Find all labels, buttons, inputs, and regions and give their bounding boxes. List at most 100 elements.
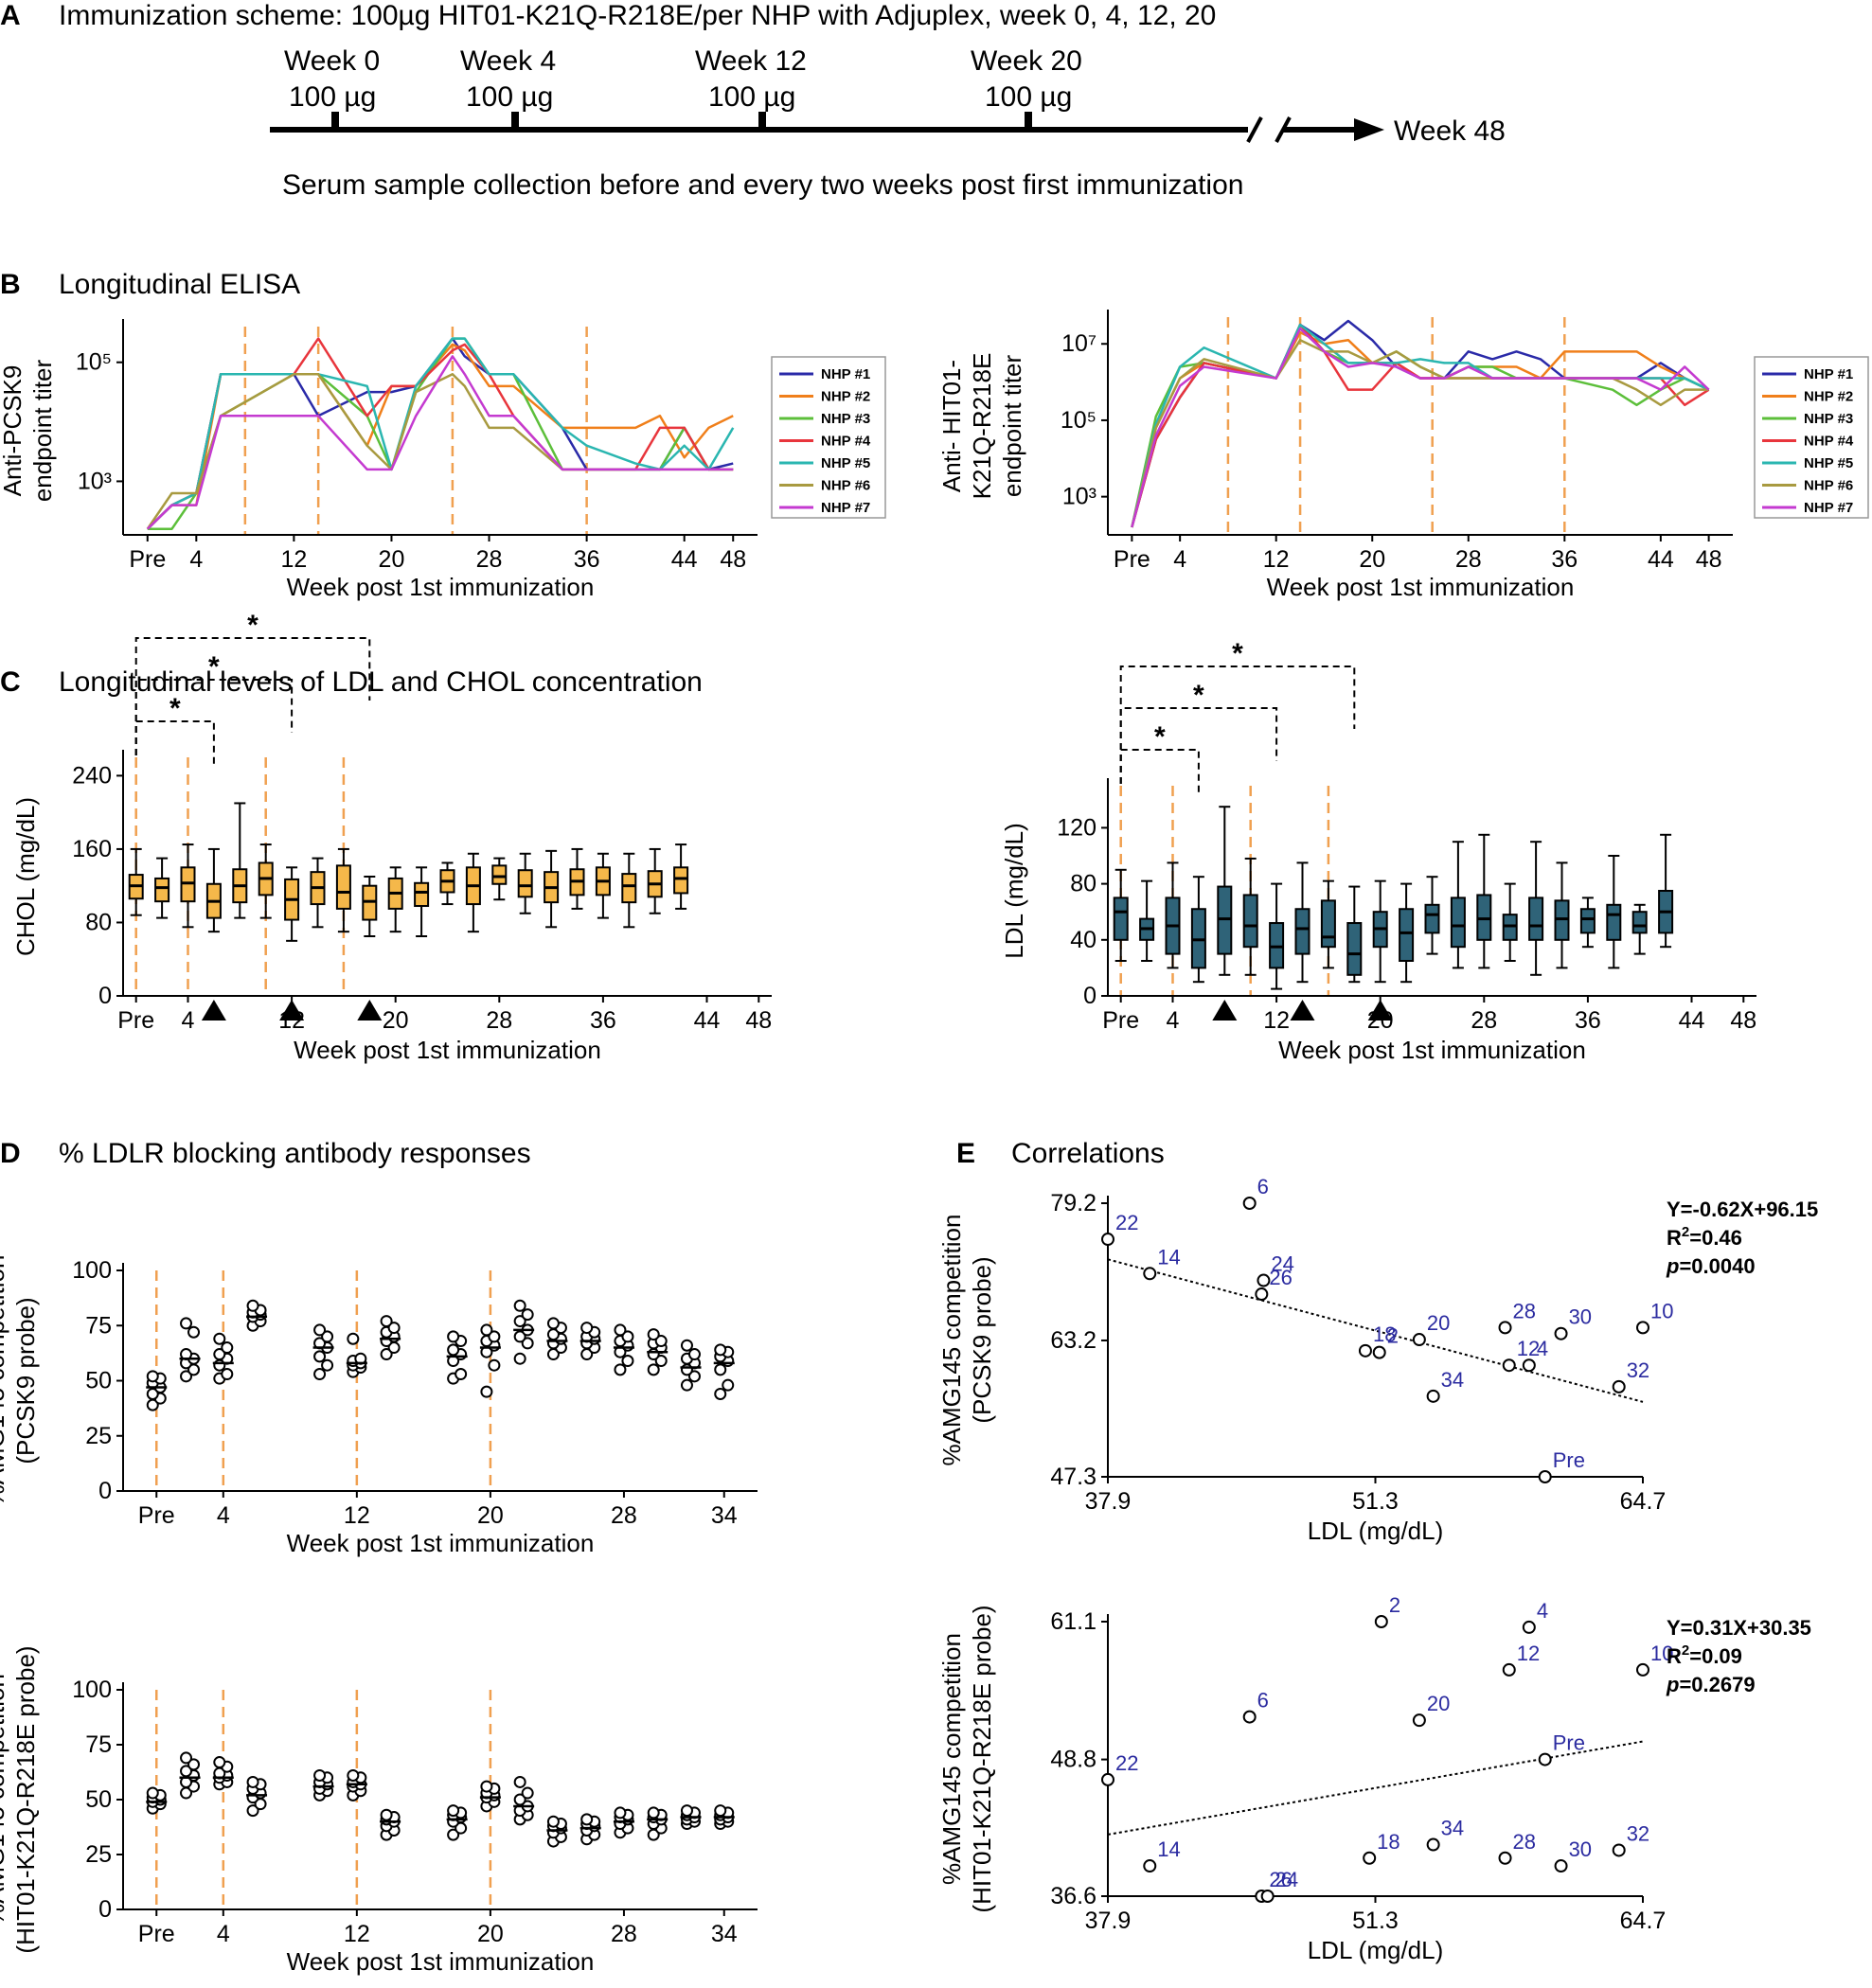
correlation-point-26: 26: [1255, 1868, 1293, 1903]
correlation-point-34: 34: [1426, 1817, 1464, 1852]
data-point: [647, 1806, 660, 1819]
y-tick-label: 48.8: [1050, 1747, 1096, 1773]
x-tick-label: 34: [711, 1502, 738, 1529]
box-week-30: [517, 852, 533, 914]
box-week-24: [1424, 876, 1440, 955]
box-week-0: [128, 847, 144, 916]
data-point: [1538, 1752, 1552, 1766]
correlation-point-6: 6: [1242, 1175, 1269, 1210]
y-tick-label: 120: [1057, 814, 1096, 841]
dot-group-week-2: [179, 1317, 201, 1383]
point-label: 4: [1537, 1599, 1548, 1623]
data-point: [1426, 1389, 1440, 1403]
dot-group-week-34: [713, 1804, 735, 1831]
y-axis-title: %AMG145 competition(HIT01-K21Q-R218E pro…: [0, 1645, 40, 1953]
legend-box: [771, 356, 886, 519]
data-point: [1498, 1851, 1512, 1865]
data-point: [480, 1780, 493, 1793]
data-point: [1412, 1713, 1426, 1728]
panel-e-title: Correlations: [1011, 1138, 1165, 1169]
data-point: [1636, 1321, 1649, 1335]
data-point: [313, 1768, 327, 1782]
chol-boxplot-chart: 080160240Pre4122028364448Week post 1st i…: [11, 610, 772, 1064]
data-point: [480, 1385, 493, 1398]
point-label: 32: [1627, 1358, 1649, 1382]
dot-group-week-34: [713, 1343, 735, 1400]
point-label: 10: [1650, 1642, 1673, 1665]
correlation-point-30: 30: [1554, 1305, 1592, 1340]
p-value: =0.2679: [1679, 1673, 1755, 1696]
data-point: [680, 1339, 693, 1352]
point-label: 24: [1271, 1252, 1293, 1276]
panel-c-title: Longitudinal levels of LDL and CHOL conc…: [59, 666, 703, 698]
correlation-point-4: 4: [1522, 1599, 1548, 1634]
data-point: [1363, 1851, 1377, 1865]
data-point: [714, 1387, 727, 1400]
box-week-16: [335, 847, 351, 933]
legend-box: [1754, 356, 1869, 519]
data-point: [513, 1775, 526, 1788]
data-point: [180, 1765, 193, 1778]
data-point: [1260, 1890, 1275, 1903]
y-axis-title-line: CHOL (mg/dL): [11, 797, 40, 956]
elisa-pcsk9-chart: 10³ 10⁵ Pre 4 12 20 28 36 44 48 Week post 1st immu…: [0, 319, 886, 601]
point-label: 12: [1517, 1642, 1540, 1665]
y-axis-title: CHOL (mg/dL): [11, 797, 40, 956]
box-week-2: [1139, 879, 1155, 962]
x-tick-label: 34: [711, 1921, 738, 1947]
panel-letter-e: E: [956, 1138, 975, 1169]
point-label: 6: [1257, 1175, 1269, 1198]
box-iqr: [1113, 896, 1129, 941]
data-point: [1612, 1843, 1626, 1857]
data-point: [1502, 1358, 1516, 1373]
fit-equation: Y=0.31X+30.35: [1667, 1616, 1811, 1640]
box-iqr: [335, 864, 351, 910]
x-tick-label: 20: [1359, 546, 1385, 573]
point-label: 10: [1650, 1299, 1673, 1322]
series-line-nhp-7: [1131, 327, 1710, 528]
dot-group-week-6: [246, 1775, 268, 1818]
data-point: [1374, 1615, 1388, 1628]
y-tick-label: 10⁷: [1061, 330, 1096, 357]
legend-label: NHP #4: [1804, 434, 1854, 450]
data-point: [1554, 1326, 1568, 1340]
box-week-34: [1554, 861, 1570, 969]
correlation-point-18: 18: [1358, 1322, 1396, 1358]
data-point: [387, 1322, 401, 1335]
legend-label: NHP #1: [821, 366, 870, 382]
dot-group-week-10: [312, 1768, 334, 1802]
dot-group-week-30: [647, 1806, 669, 1841]
x-axis-title: Week post 1st immunization: [294, 1036, 601, 1064]
y-axis-title: Anti- HIT01-K21Q-R218Eendpoint titer: [937, 353, 1026, 500]
significance-bracket: [1119, 707, 1278, 784]
y-tick-label: 47.3: [1050, 1464, 1096, 1490]
series-line-nhp-6: [1131, 338, 1709, 528]
data-point: [1498, 1321, 1512, 1335]
dot-group-week-0: [146, 1786, 168, 1815]
data-point: [1143, 1267, 1157, 1281]
data-point: [1372, 1345, 1386, 1359]
immunization-triangle: [201, 1000, 226, 1021]
timeline-week4-dose: 100 µg: [466, 81, 553, 113]
y-tick-label: 10⁵: [76, 349, 112, 376]
point-label: 26: [1269, 1868, 1292, 1891]
immunization-triangle: [1290, 1000, 1315, 1021]
dot-group-week-4: [212, 1756, 234, 1791]
x-tick-label: 12: [1263, 1007, 1290, 1034]
box-iqr: [517, 869, 533, 898]
box-iqr: [673, 866, 689, 895]
data-point: [221, 1368, 234, 1381]
dot-group-week-6: [246, 1299, 268, 1332]
x-axis-title: Week post 1st immunization: [1267, 573, 1575, 601]
data-point: [447, 1828, 460, 1841]
box-week-36: [595, 852, 611, 919]
series-line-nhp-3: [147, 337, 734, 530]
x-tick-label: 48: [1696, 546, 1722, 573]
box-week-20: [387, 866, 403, 933]
legend-label: NHP #1: [1804, 366, 1853, 382]
y-tick-label: 80: [1070, 871, 1096, 897]
box-week-26: [465, 852, 481, 933]
x-tick-label: 4: [217, 1502, 230, 1529]
data-point: [1358, 1343, 1372, 1358]
y-axis-title-line: Anti- HIT01-: [937, 360, 966, 492]
